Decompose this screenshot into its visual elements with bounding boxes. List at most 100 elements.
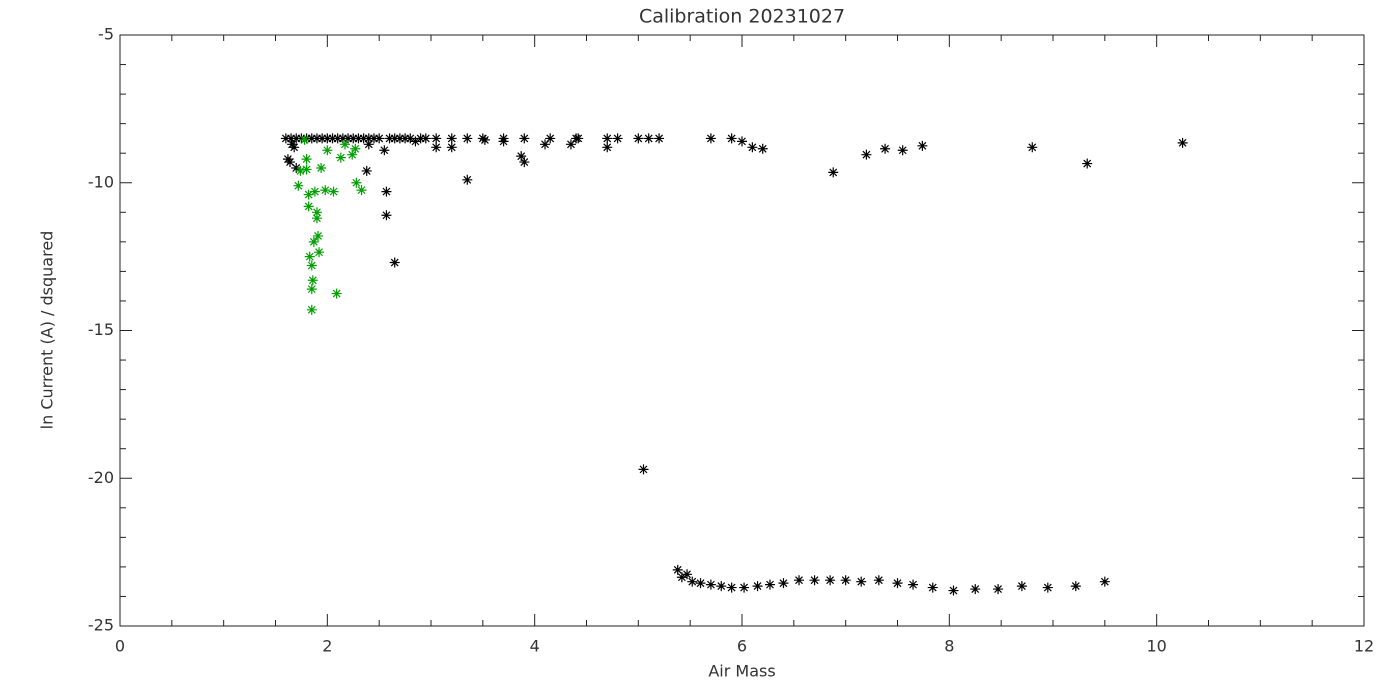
point xyxy=(643,133,654,144)
point xyxy=(304,251,315,262)
point xyxy=(840,575,851,586)
point xyxy=(379,145,390,156)
point xyxy=(299,134,310,145)
point xyxy=(739,582,750,593)
point xyxy=(303,201,314,212)
point xyxy=(519,157,530,168)
point xyxy=(351,177,362,188)
point xyxy=(716,581,727,592)
point xyxy=(381,186,392,197)
point xyxy=(778,578,789,589)
point xyxy=(897,145,908,156)
point xyxy=(335,152,346,163)
point xyxy=(1016,581,1027,592)
point xyxy=(737,136,747,147)
point xyxy=(361,165,372,176)
x-tick-label: 10 xyxy=(1146,637,1166,656)
point xyxy=(809,575,820,586)
point xyxy=(970,584,981,595)
point xyxy=(405,133,416,144)
point xyxy=(389,133,400,144)
point xyxy=(633,133,644,144)
point xyxy=(328,186,339,197)
point xyxy=(1042,582,1053,593)
point xyxy=(280,133,291,144)
point xyxy=(384,133,395,144)
point xyxy=(282,154,293,165)
point xyxy=(705,579,716,590)
point xyxy=(757,143,768,154)
point xyxy=(293,180,304,191)
point xyxy=(672,564,683,575)
point xyxy=(431,133,442,144)
point xyxy=(861,149,872,160)
point xyxy=(301,154,312,165)
point xyxy=(856,576,867,587)
point xyxy=(358,133,369,144)
point xyxy=(322,145,333,156)
point xyxy=(327,133,338,144)
point xyxy=(948,585,959,596)
point xyxy=(348,133,359,144)
point xyxy=(306,284,317,295)
point xyxy=(311,133,322,144)
point xyxy=(1082,158,1093,169)
point xyxy=(306,133,317,144)
point xyxy=(747,142,758,153)
point xyxy=(873,575,884,586)
y-tick-label: -15 xyxy=(88,320,114,339)
point xyxy=(676,572,687,583)
point xyxy=(363,133,374,144)
point xyxy=(540,139,551,150)
point xyxy=(307,275,318,286)
point xyxy=(291,133,302,144)
point xyxy=(927,582,938,593)
point xyxy=(1070,581,1081,592)
point xyxy=(1177,137,1188,148)
point xyxy=(654,133,665,144)
point xyxy=(332,133,343,144)
y-axis-label: ln Current (A) / dsquared xyxy=(38,231,57,430)
x-tick-label: 0 xyxy=(115,637,125,656)
point xyxy=(993,584,1004,595)
point xyxy=(420,133,431,144)
point xyxy=(1099,576,1110,587)
point xyxy=(306,304,317,315)
point xyxy=(317,133,328,144)
point xyxy=(303,189,314,200)
point xyxy=(794,575,805,586)
point xyxy=(311,213,322,224)
point xyxy=(337,133,348,144)
point xyxy=(286,133,297,144)
point xyxy=(301,164,312,175)
point xyxy=(356,185,367,196)
x-tick-label: 6 xyxy=(737,637,747,656)
point xyxy=(331,288,342,299)
point xyxy=(764,579,775,590)
point xyxy=(308,236,319,247)
point xyxy=(519,133,530,144)
point xyxy=(612,133,623,144)
point xyxy=(322,133,333,144)
point xyxy=(1027,142,1038,153)
point xyxy=(368,133,379,144)
point xyxy=(353,133,364,144)
point xyxy=(462,133,473,144)
point xyxy=(381,210,392,221)
y-tick-label: -5 xyxy=(98,25,114,44)
point xyxy=(682,569,693,580)
point xyxy=(309,186,320,197)
point xyxy=(431,142,442,153)
point xyxy=(389,257,400,268)
point xyxy=(289,142,300,153)
point xyxy=(311,207,322,218)
point xyxy=(446,133,457,144)
point xyxy=(314,247,325,258)
point xyxy=(545,133,556,144)
point xyxy=(726,133,737,144)
point xyxy=(410,136,421,147)
point xyxy=(573,133,584,144)
y-tick-label: -20 xyxy=(88,468,114,487)
